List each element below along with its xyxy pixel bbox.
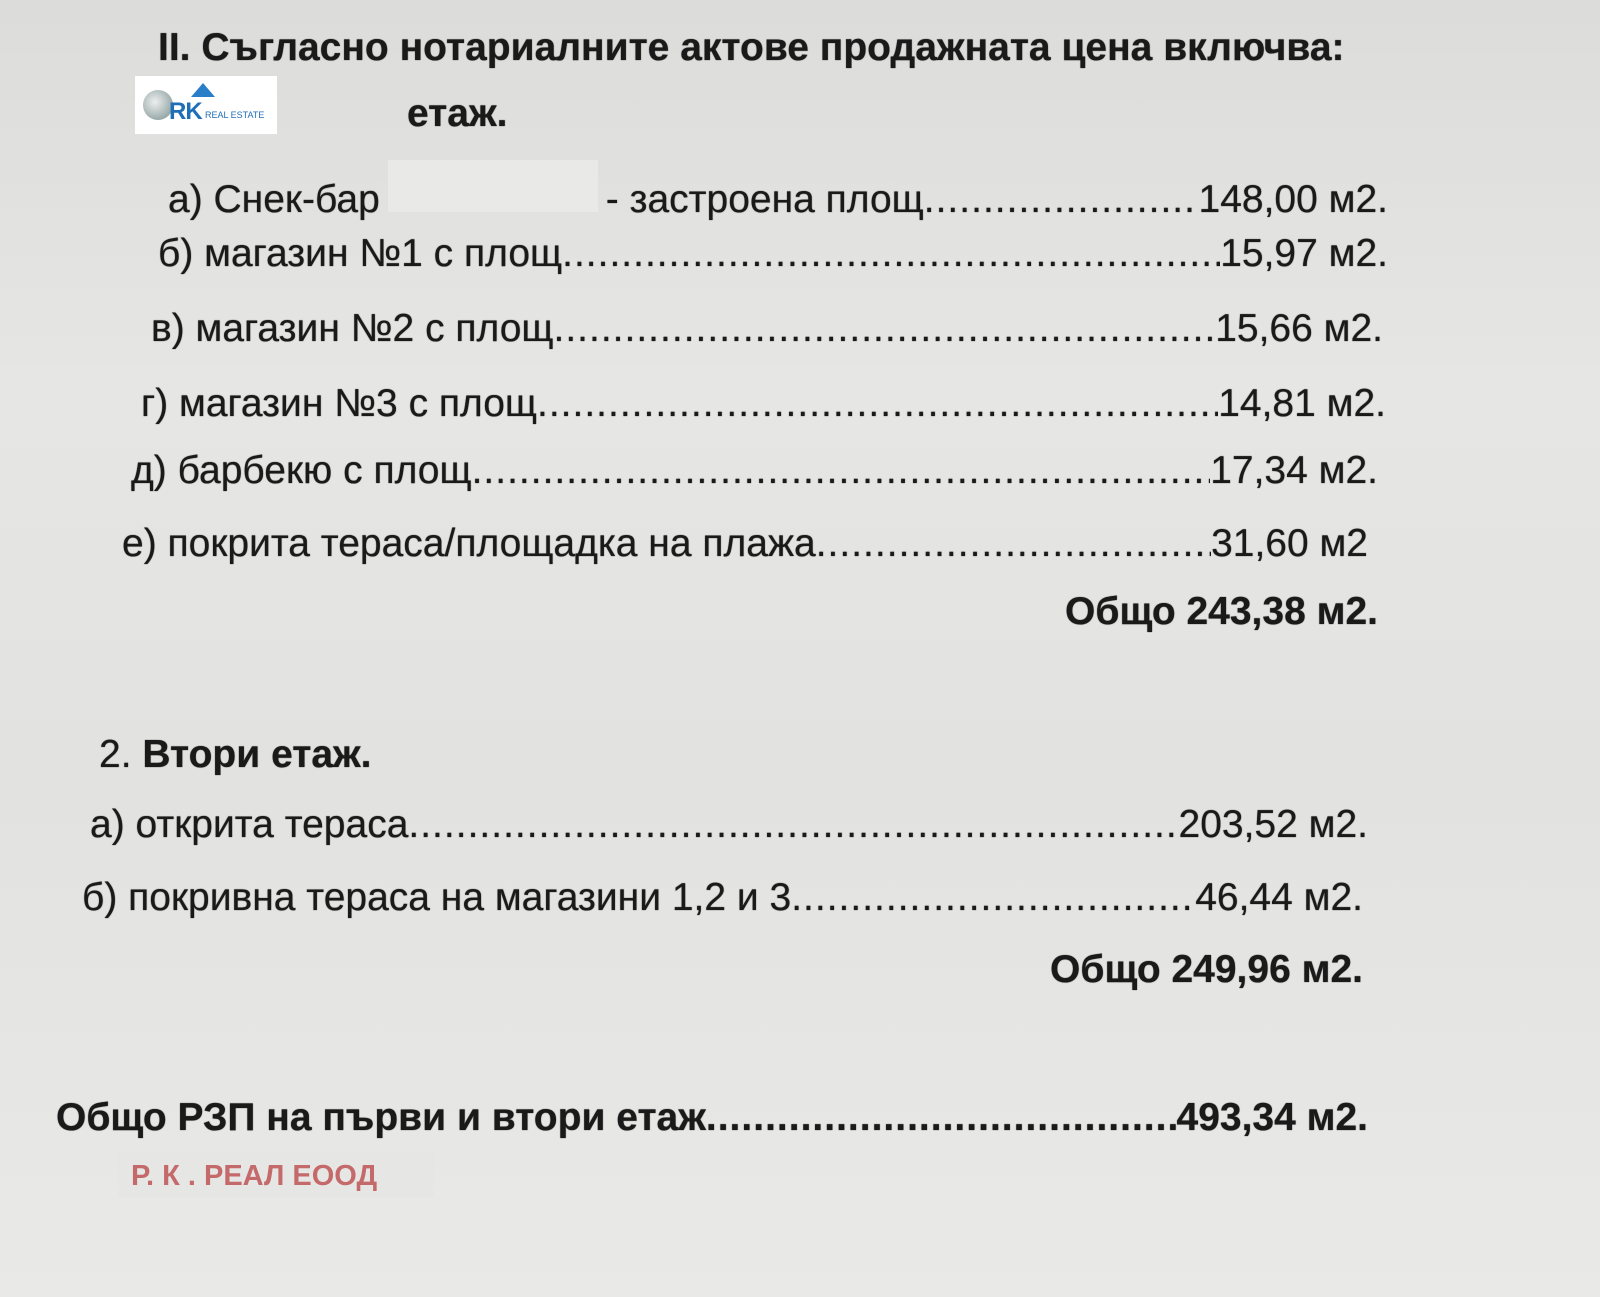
leader-dots xyxy=(706,1098,1177,1137)
watermark-background xyxy=(118,1153,434,1197)
item-label-2: - застроена площ xyxy=(605,178,924,221)
globe-icon xyxy=(143,90,173,120)
leader-dots xyxy=(537,384,1218,423)
logo-text: RK xyxy=(169,98,203,125)
item-label: в) магазин №2 с площ xyxy=(151,307,554,350)
item-label: е) покрита тераса/площадка на плажа xyxy=(122,522,816,565)
floor1-item: д) барбекю с площ 17,34 м2. xyxy=(131,451,1378,490)
floor1-item: в) магазин №2 с площ 15,66 м2. xyxy=(151,309,1383,348)
company-watermark: Р. К . РЕАЛ ЕООД xyxy=(131,1160,378,1192)
floor1-item: г) магазин №3 с площ 14,81 м2. xyxy=(141,384,1386,423)
redaction-patch xyxy=(387,160,598,212)
leader-dots xyxy=(408,805,1178,844)
leader-dots xyxy=(562,234,1220,273)
item-value: 17,34 м2. xyxy=(1210,449,1378,492)
floor2-heading: 2. Втори етаж. xyxy=(99,735,372,774)
item-value: 148,00 м2. xyxy=(1198,178,1388,221)
item-label: а) Снек-бар xyxy=(168,178,380,221)
item-label: б) магазин №1 с площ xyxy=(158,232,563,275)
item-value: 15,66 м2. xyxy=(1215,307,1383,350)
item-value: 46,44 м2. xyxy=(1195,876,1363,919)
leader-dots xyxy=(791,878,1195,917)
item-value: 203,52 м2. xyxy=(1178,803,1368,846)
floor1-item: а) Снек-бар - застроена площ 148,00 м2. xyxy=(168,160,1388,219)
grand-total-value: 493,34 м2. xyxy=(1176,1096,1369,1139)
item-label: а) открита тераса xyxy=(90,803,409,846)
floor2-total: Общо 249,96 м2. xyxy=(1050,948,1363,991)
leader-dots xyxy=(472,451,1211,490)
section-heading: II. Съгласно нотариалните актове продажн… xyxy=(158,26,1345,69)
floor2-number: 2. xyxy=(99,733,132,776)
floor1-item: б) магазин №1 с площ 15,97 м2. xyxy=(158,234,1388,273)
floor2-title: Втори етаж. xyxy=(142,733,372,776)
roof-icon xyxy=(191,83,215,97)
item-label: б) покривна тераса на магазини 1,2 и 3 xyxy=(82,876,792,919)
item-label: д) барбекю с площ xyxy=(131,449,472,492)
item-value: 31,60 м2 xyxy=(1211,522,1368,565)
item-value: 15,97 м2. xyxy=(1220,232,1388,275)
floor1-item: е) покрита тераса/площадка на плажа 31,6… xyxy=(122,524,1368,563)
item-label: г) магазин №3 с площ xyxy=(141,382,537,425)
grand-total: Общо РЗП на първи и втори етаж 493,34 м2… xyxy=(56,1098,1368,1137)
logo-subtext: REAL ESTATE xyxy=(205,110,265,120)
floor2-item: а) открита тераса 203,52 м2. xyxy=(90,805,1368,844)
item-value: 14,81 м2. xyxy=(1218,382,1386,425)
leader-dots xyxy=(554,309,1216,348)
rk-real-estate-logo: RK REAL ESTATE xyxy=(135,76,277,134)
leader-dots xyxy=(816,524,1211,563)
floor2-item: б) покривна тераса на магазини 1,2 и 3 4… xyxy=(82,878,1363,917)
floor1-total: Общо 243,38 м2. xyxy=(1065,590,1378,633)
leader-dots xyxy=(924,180,1199,219)
floor1-label: етаж. xyxy=(407,92,508,135)
grand-total-label: Общо РЗП на първи и втори етаж xyxy=(56,1096,706,1139)
